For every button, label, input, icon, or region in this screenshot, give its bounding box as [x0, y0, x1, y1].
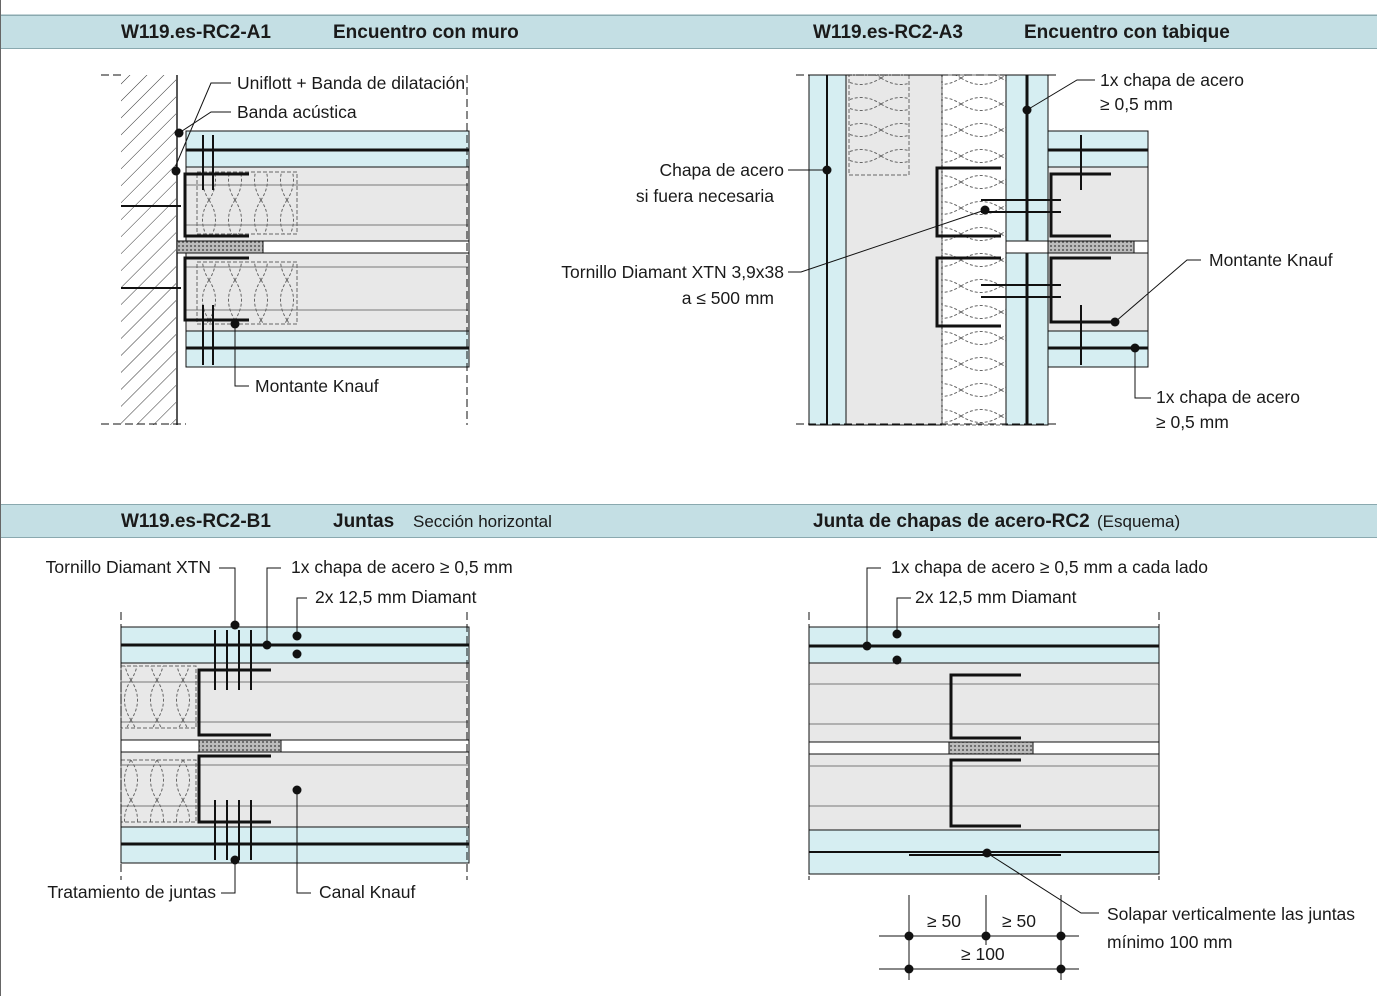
label-a3-chapa-bot-1: 1x chapa de acero: [1156, 387, 1300, 407]
label-a3-chapa-top-2: ≥ 0,5 mm: [1100, 94, 1173, 114]
label-b1-chapa: 1x chapa de acero ≥ 0,5 mm: [291, 557, 513, 577]
label-junta-solapar-1: Solapar verticalmente las juntas: [1107, 904, 1356, 924]
junta-subtitle: (Esquema): [1097, 512, 1181, 531]
label-a3-tornillo-1: Tornillo Diamant XTN 3,9x38: [561, 262, 784, 282]
junta-drawing: [808, 567, 1160, 980]
label-uniflott: Uniflott + Banda de dilatación: [237, 73, 466, 93]
dim-100: ≥ 100: [961, 944, 1005, 964]
label-b1-diamant: 2x 12,5 mm Diamant: [315, 587, 477, 607]
b1-title: Juntas: [333, 511, 395, 532]
header-row-bottom: W119.es-RC2-B1 Juntas Sección horizontal…: [1, 504, 1377, 538]
a1-drawing: [101, 74, 470, 425]
label-banda-acustica: Banda acústica: [237, 102, 357, 122]
label-a3-chapa-nec-1: Chapa de acero: [659, 160, 784, 180]
label-junta-diamant: 2x 12,5 mm Diamant: [915, 587, 1077, 607]
label-b1-juntas: Tratamiento de juntas: [47, 882, 216, 902]
label-a3-chapa-top-1: 1x chapa de acero: [1100, 70, 1244, 90]
label-b1-canal: Canal Knauf: [319, 882, 416, 902]
label-a1-montante: Montante Knauf: [255, 376, 379, 396]
b1-subtitle: Sección horizontal: [413, 512, 552, 531]
label-a3-chapa-nec-2: si fuera necesaria: [635, 186, 774, 206]
dim-50-left: ≥ 50: [927, 911, 961, 931]
b1-code: W119.es-RC2-B1: [121, 511, 271, 532]
dim-50-right: ≥ 50: [1002, 911, 1036, 931]
label-junta-chapa: 1x chapa de acero ≥ 0,5 mm a cada lado: [891, 557, 1209, 577]
label-junta-solapar-2: mínimo 100 mm: [1107, 932, 1233, 952]
a1-code: W119.es-RC2-A1: [121, 22, 271, 43]
b1-drawing: [120, 567, 470, 894]
header-row-top: W119.es-RC2-A1 Encuentro con muro W119.e…: [1, 15, 1377, 49]
a1-title: Encuentro con muro: [333, 22, 519, 43]
a3-drawing: [788, 74, 1201, 426]
a3-title: Encuentro con tabique: [1024, 22, 1230, 43]
a1-masonry-wall: [121, 75, 176, 425]
label-a3-chapa-bot-2: ≥ 0,5 mm: [1156, 412, 1229, 432]
a3-code: W119.es-RC2-A3: [813, 22, 963, 43]
label-b1-tornillo: Tornillo Diamant XTN: [45, 557, 211, 577]
label-a3-tornillo-2: a ≤ 500 mm: [681, 288, 774, 308]
junta-title: Junta de chapas de acero-RC2: [813, 511, 1090, 532]
label-a3-montante: Montante Knauf: [1209, 250, 1333, 270]
